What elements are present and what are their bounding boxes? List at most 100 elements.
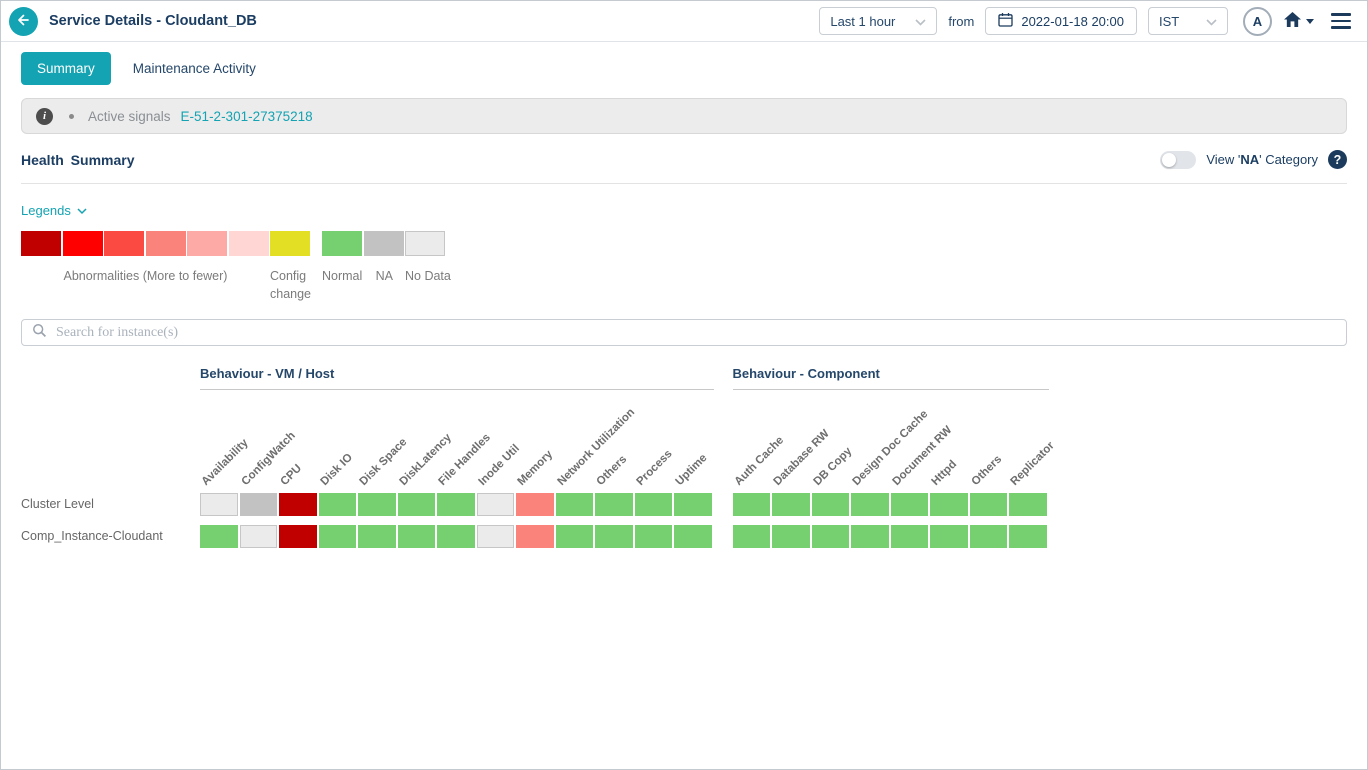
active-signals-label: Active signals (88, 108, 171, 124)
heatmap-cell-normal[interactable] (772, 525, 810, 548)
time-range-select[interactable]: Last 1 hour (819, 7, 938, 35)
heatmap-cell-normal[interactable] (358, 525, 396, 548)
search-input-wrapper (21, 319, 1347, 346)
heatmap-cell-normal[interactable] (890, 493, 928, 516)
tab-maintenance-activity[interactable]: Maintenance Activity (117, 52, 272, 85)
legend-label-nodata: No Data (405, 269, 451, 283)
heatmap-cell-nodata[interactable] (476, 525, 514, 548)
heatmap-cell-normal[interactable] (969, 493, 1007, 516)
timezone-select[interactable]: IST (1148, 7, 1228, 35)
heatmap-cell-nodata[interactable] (200, 493, 238, 516)
heatmap-column-header: DiskLatency (397, 431, 454, 488)
heatmap-cell-normal[interactable] (674, 493, 712, 516)
menu-button[interactable] (1331, 13, 1351, 29)
page-title: Service Details - Cloudant_DB (49, 13, 257, 29)
heatmap-column-header: Disk IO (318, 451, 355, 488)
heatmap-row-label: Cluster Level (21, 497, 94, 511)
heatmap-cell-normal[interactable] (811, 525, 849, 548)
heatmap-cell-nodata[interactable] (239, 525, 277, 548)
search-bar (21, 319, 1347, 346)
heatmap-cell-normal[interactable] (555, 525, 593, 548)
legend-swatch-abnormality (228, 231, 269, 256)
from-label: from (948, 13, 975, 29)
heatmap-cell-normal[interactable] (930, 493, 968, 516)
legends-link-label: Legends (21, 203, 71, 218)
heatmap-cell-normal[interactable] (318, 525, 356, 548)
heatmap-cell-normal[interactable] (318, 493, 356, 516)
heatmap-cell-normal[interactable] (1009, 525, 1047, 548)
help-icon[interactable]: ? (1328, 150, 1347, 169)
heatmap-cell-normal[interactable] (634, 525, 672, 548)
legend-swatch-config (270, 231, 310, 256)
time-range-value: Last 1 hour (830, 13, 896, 29)
heatmap-column-header: Availability (199, 436, 251, 488)
heatmap-column-header: Design Doc Cache (850, 408, 931, 488)
heatmap-row-labels: Cluster Level Comp_Instance-Cloudant (21, 366, 200, 557)
arrow-left-icon (16, 13, 31, 30)
legend-label-abnormalities: Abnormalities (More to fewer) (63, 269, 228, 283)
search-input[interactable] (54, 323, 1336, 342)
chevron-down-icon (915, 14, 926, 29)
heatmap-column-header: Memory (515, 448, 556, 488)
legend-swatch-abnormality (104, 231, 144, 256)
heatmap-cell-normal[interactable] (555, 493, 593, 516)
avatar[interactable]: A (1243, 6, 1272, 36)
legends-toggle-link[interactable]: Legends (21, 203, 87, 218)
heatmap-cell-normal[interactable] (595, 493, 633, 516)
health-summary-controls: View 'NA' Category ? (1160, 150, 1347, 169)
heatmap-column-header: Replicator (1008, 439, 1057, 488)
heatmap-cell-normal[interactable] (595, 525, 633, 548)
heatmap-cell-normal[interactable] (890, 525, 928, 548)
heatmap-column-header: Document RW (890, 424, 954, 488)
bullet-separator (69, 113, 74, 119)
heatmap-cell-normal[interactable] (1009, 493, 1047, 516)
heatmap-cell-normal[interactable] (634, 493, 672, 516)
heatmap-cell-normal[interactable] (772, 493, 810, 516)
heatmap-column-header: File Handles (436, 431, 493, 488)
heatmap-cell-normal[interactable] (397, 493, 435, 516)
heatmap-group-title: Behaviour - VM / Host (200, 366, 714, 390)
heatmap-column-header: Uptime (673, 451, 710, 488)
hamburger-icon (1331, 13, 1351, 16)
heatmap-column-header: Disk Space (357, 436, 410, 488)
tab-summary[interactable]: Summary (21, 52, 111, 85)
heatmap-cell-abnormal[interactable] (516, 493, 554, 516)
active-signal-link[interactable]: E-51-2-301-27375218 (180, 108, 313, 124)
heatmap-cell-normal[interactable] (200, 525, 238, 548)
heatmap-cell-normal[interactable] (674, 525, 712, 548)
datetime-value: 2022-01-18 20:00 (1021, 13, 1124, 29)
heatmap-cell-normal[interactable] (732, 525, 770, 548)
heatmap-cell-critical[interactable] (279, 493, 317, 516)
back-button[interactable] (9, 6, 38, 36)
datetime-picker[interactable]: 2022-01-18 20:00 (985, 7, 1137, 35)
toggle-knob (1162, 152, 1177, 167)
health-summary-title: Health Summary (21, 151, 135, 168)
heatmap-cell-normal[interactable] (732, 493, 770, 516)
heatmap-cell-abnormal[interactable] (516, 525, 554, 548)
tab-bar: Summary Maintenance Activity (1, 42, 1367, 95)
heatmap-cell-normal[interactable] (851, 525, 889, 548)
heatmap-cell-normal[interactable] (397, 525, 435, 548)
heatmap-cell-normal[interactable] (358, 493, 396, 516)
health-summary-header: Health Summary View 'NA' Category ? (21, 150, 1347, 184)
heatmap-cell-critical[interactable] (279, 525, 317, 548)
heatmap-cell-normal[interactable] (969, 525, 1007, 548)
heatmap-cell-normal[interactable] (851, 493, 889, 516)
legend-swatch-na (363, 231, 404, 256)
legend-label-normal: Normal (322, 269, 363, 283)
legends-row: Legends (21, 202, 1347, 220)
heatmap-column-header: Auth Cache (732, 434, 786, 488)
heatmap-column-header: Network Utilization (555, 406, 637, 488)
heatmap-column-header: Inode Util (476, 442, 522, 488)
home-icon (1283, 11, 1302, 31)
heatmap-cell-normal[interactable] (437, 493, 475, 516)
heatmap-cell-normal[interactable] (811, 493, 849, 516)
heatmap-cell-nodata[interactable] (476, 493, 514, 516)
view-na-toggle[interactable] (1160, 150, 1197, 169)
heatmap-column-header: Others (969, 453, 1004, 488)
heatmap-cell-normal[interactable] (437, 525, 475, 548)
heatmap-cell-na[interactable] (239, 493, 277, 516)
home-button[interactable] (1283, 11, 1314, 31)
heatmap-cell-normal[interactable] (930, 525, 968, 548)
heatmap-column-header: Database RW (771, 427, 832, 488)
